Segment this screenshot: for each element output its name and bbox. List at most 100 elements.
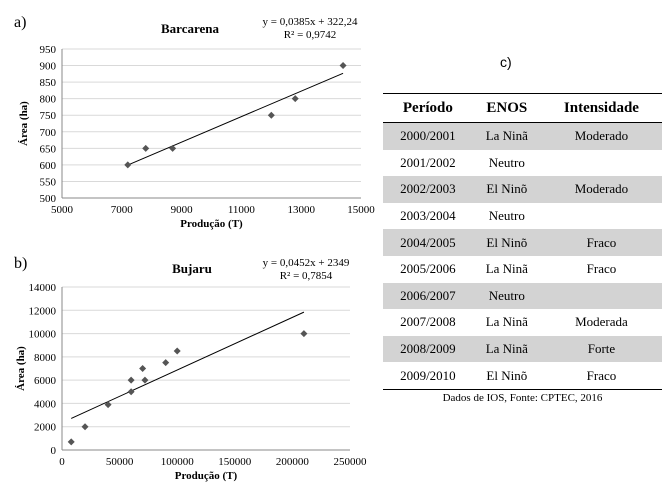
cell-periodo: 2003/2004: [400, 208, 456, 224]
cell-intensidade: [541, 150, 662, 177]
header-intensidade: Intensidade: [540, 93, 662, 123]
cell-periodo: 2005/2006: [400, 261, 456, 277]
cell-enos: La Ninã: [485, 261, 528, 277]
y-tick-label: 600: [40, 160, 57, 172]
x-tick-label: 11000: [228, 204, 256, 216]
data-point: [67, 438, 75, 446]
trendline-equation: y = 0,0385x + 322,24: [263, 16, 358, 28]
cell-enos: El Ninõ: [472, 176, 541, 203]
y-axis-label: Área (ha): [18, 101, 30, 146]
cell-intensidade: Fraco: [540, 229, 662, 256]
table-row: 2008/2009 La Ninã Forte: [383, 335, 662, 363]
data-point: [169, 144, 177, 152]
x-tick-label: 100000: [161, 456, 195, 468]
cell-intensidade: Moderado: [540, 122, 662, 150]
table-row: 2003/2004 Neutro: [383, 203, 662, 230]
x-axis-label: Produção (T): [180, 218, 243, 230]
cell-enos: La Ninã: [485, 314, 528, 330]
enos-table: Período ENOS Intensidade 2000/2001 La Nin…: [383, 93, 662, 390]
chart-title: Bujaru: [172, 261, 212, 276]
data-point: [141, 376, 149, 384]
table-row: 2000/2001 La Ninã Moderado: [383, 122, 662, 150]
y-tick-label: 750: [40, 110, 57, 122]
panel-label-c: c): [500, 54, 512, 70]
cell-periodo: 2007/2008: [400, 314, 456, 330]
cell-intensidade: Forte: [540, 335, 662, 363]
x-tick-label: 50000: [106, 456, 134, 468]
y-tick-label: 12000: [29, 305, 57, 317]
y-tick-label: 650: [40, 143, 57, 155]
cell-periodo: 2001/2002: [400, 154, 456, 170]
x-tick-label: 13000: [287, 204, 315, 216]
x-tick-label: 5000: [51, 204, 74, 216]
data-point: [291, 95, 299, 103]
trendline: [127, 72, 344, 166]
y-tick-label: 14000: [29, 282, 57, 294]
cell-periodo: 2009/2010: [383, 362, 473, 390]
table-row: 2004/2005 El Ninõ Fraco: [383, 229, 662, 256]
header-periodo: Período: [383, 93, 473, 123]
cell-intensidade: Moderado: [540, 176, 662, 203]
y-tick-label: 2000: [34, 422, 57, 434]
chart-barcarena: 500 550 600 650 700 750 800 850 900 950 5000 7000 90…: [18, 16, 375, 230]
data-point: [267, 111, 275, 119]
x-tick-label: 9000: [171, 204, 194, 216]
data-point: [81, 423, 89, 431]
y-tick-label: 6000: [34, 375, 57, 387]
cell-periodo: 2004/2005: [383, 229, 473, 256]
data-point: [104, 401, 112, 409]
r-squared: R² = 0,7854: [280, 270, 333, 282]
data-point: [124, 161, 132, 169]
table-row: 2009/2010 El Ninõ Fraco: [383, 362, 662, 390]
table-row: 2007/2008 La Ninã Moderada: [383, 309, 662, 336]
y-tick-label: 550: [40, 176, 57, 188]
data-point: [139, 365, 147, 372]
y-tick-label: 900: [40, 61, 57, 73]
table-row: 2001/2002 Neutro: [383, 150, 662, 177]
cell-intensidade: Fraco: [586, 261, 617, 277]
y-tick-label: 800: [40, 94, 57, 106]
cell-enos: Neutro: [488, 154, 525, 170]
header-enos: ENOS: [472, 93, 541, 123]
y-tick-label: 500: [40, 193, 57, 205]
panel-label-a: a): [14, 14, 27, 31]
table-source: Dados de IOS, Fonte: CPTEC, 2016: [442, 392, 603, 404]
cell-intensidade: Moderada: [575, 314, 628, 330]
x-tick-label: 150000: [218, 456, 252, 468]
data-point: [162, 359, 170, 367]
r-squared: R² = 0,9742: [284, 29, 337, 41]
table-row: 2005/2006 La Ninã Fraco: [383, 256, 662, 283]
table-header-row: Período ENOS Intensidade: [383, 93, 662, 123]
cell-periodo: 2006/2007: [383, 282, 473, 310]
cell-intensidade: [540, 282, 662, 310]
y-tick-label: 0: [51, 445, 57, 457]
y-tick-label: 850: [40, 77, 57, 89]
x-axis-label: Produção (T): [175, 470, 238, 482]
x-tick-label: 7000: [111, 204, 134, 216]
x-tick-label: 250000: [334, 456, 368, 468]
x-tick-label: 15000: [347, 204, 375, 216]
y-tick-label: 950: [40, 44, 57, 56]
cell-periodo: 2000/2001: [383, 122, 473, 150]
chart-title: Barcarena: [161, 21, 220, 36]
chart-bujaru: 0 2000 4000 6000 8000 10000 12000 14000 0 50000 10…: [15, 257, 368, 482]
cell-enos: Neutro: [488, 208, 525, 224]
data-point: [142, 144, 150, 152]
x-tick-label: 200000: [276, 456, 310, 468]
data-point: [127, 388, 135, 396]
cell-periodo: 2002/2003: [383, 176, 473, 203]
y-tick-label: 4000: [34, 398, 57, 410]
x-tick-label: 0: [59, 456, 65, 468]
data-point: [300, 330, 308, 338]
panel-label-b: b): [14, 255, 28, 272]
y-tick-label: 8000: [34, 352, 57, 364]
cell-enos: El Ninõ: [472, 229, 541, 256]
table-row: 2006/2007 Neutro: [383, 282, 662, 310]
cell-periodo: 2008/2009: [383, 335, 473, 363]
data-point: [339, 62, 347, 70]
y-tick-label: 10000: [29, 329, 57, 341]
cell-enos: La Ninã: [472, 335, 541, 363]
cell-enos: La Ninã: [472, 122, 541, 150]
cell-intensidade: Fraco: [540, 362, 662, 390]
trendline-equation: y = 0,0452x + 2349: [263, 257, 350, 269]
